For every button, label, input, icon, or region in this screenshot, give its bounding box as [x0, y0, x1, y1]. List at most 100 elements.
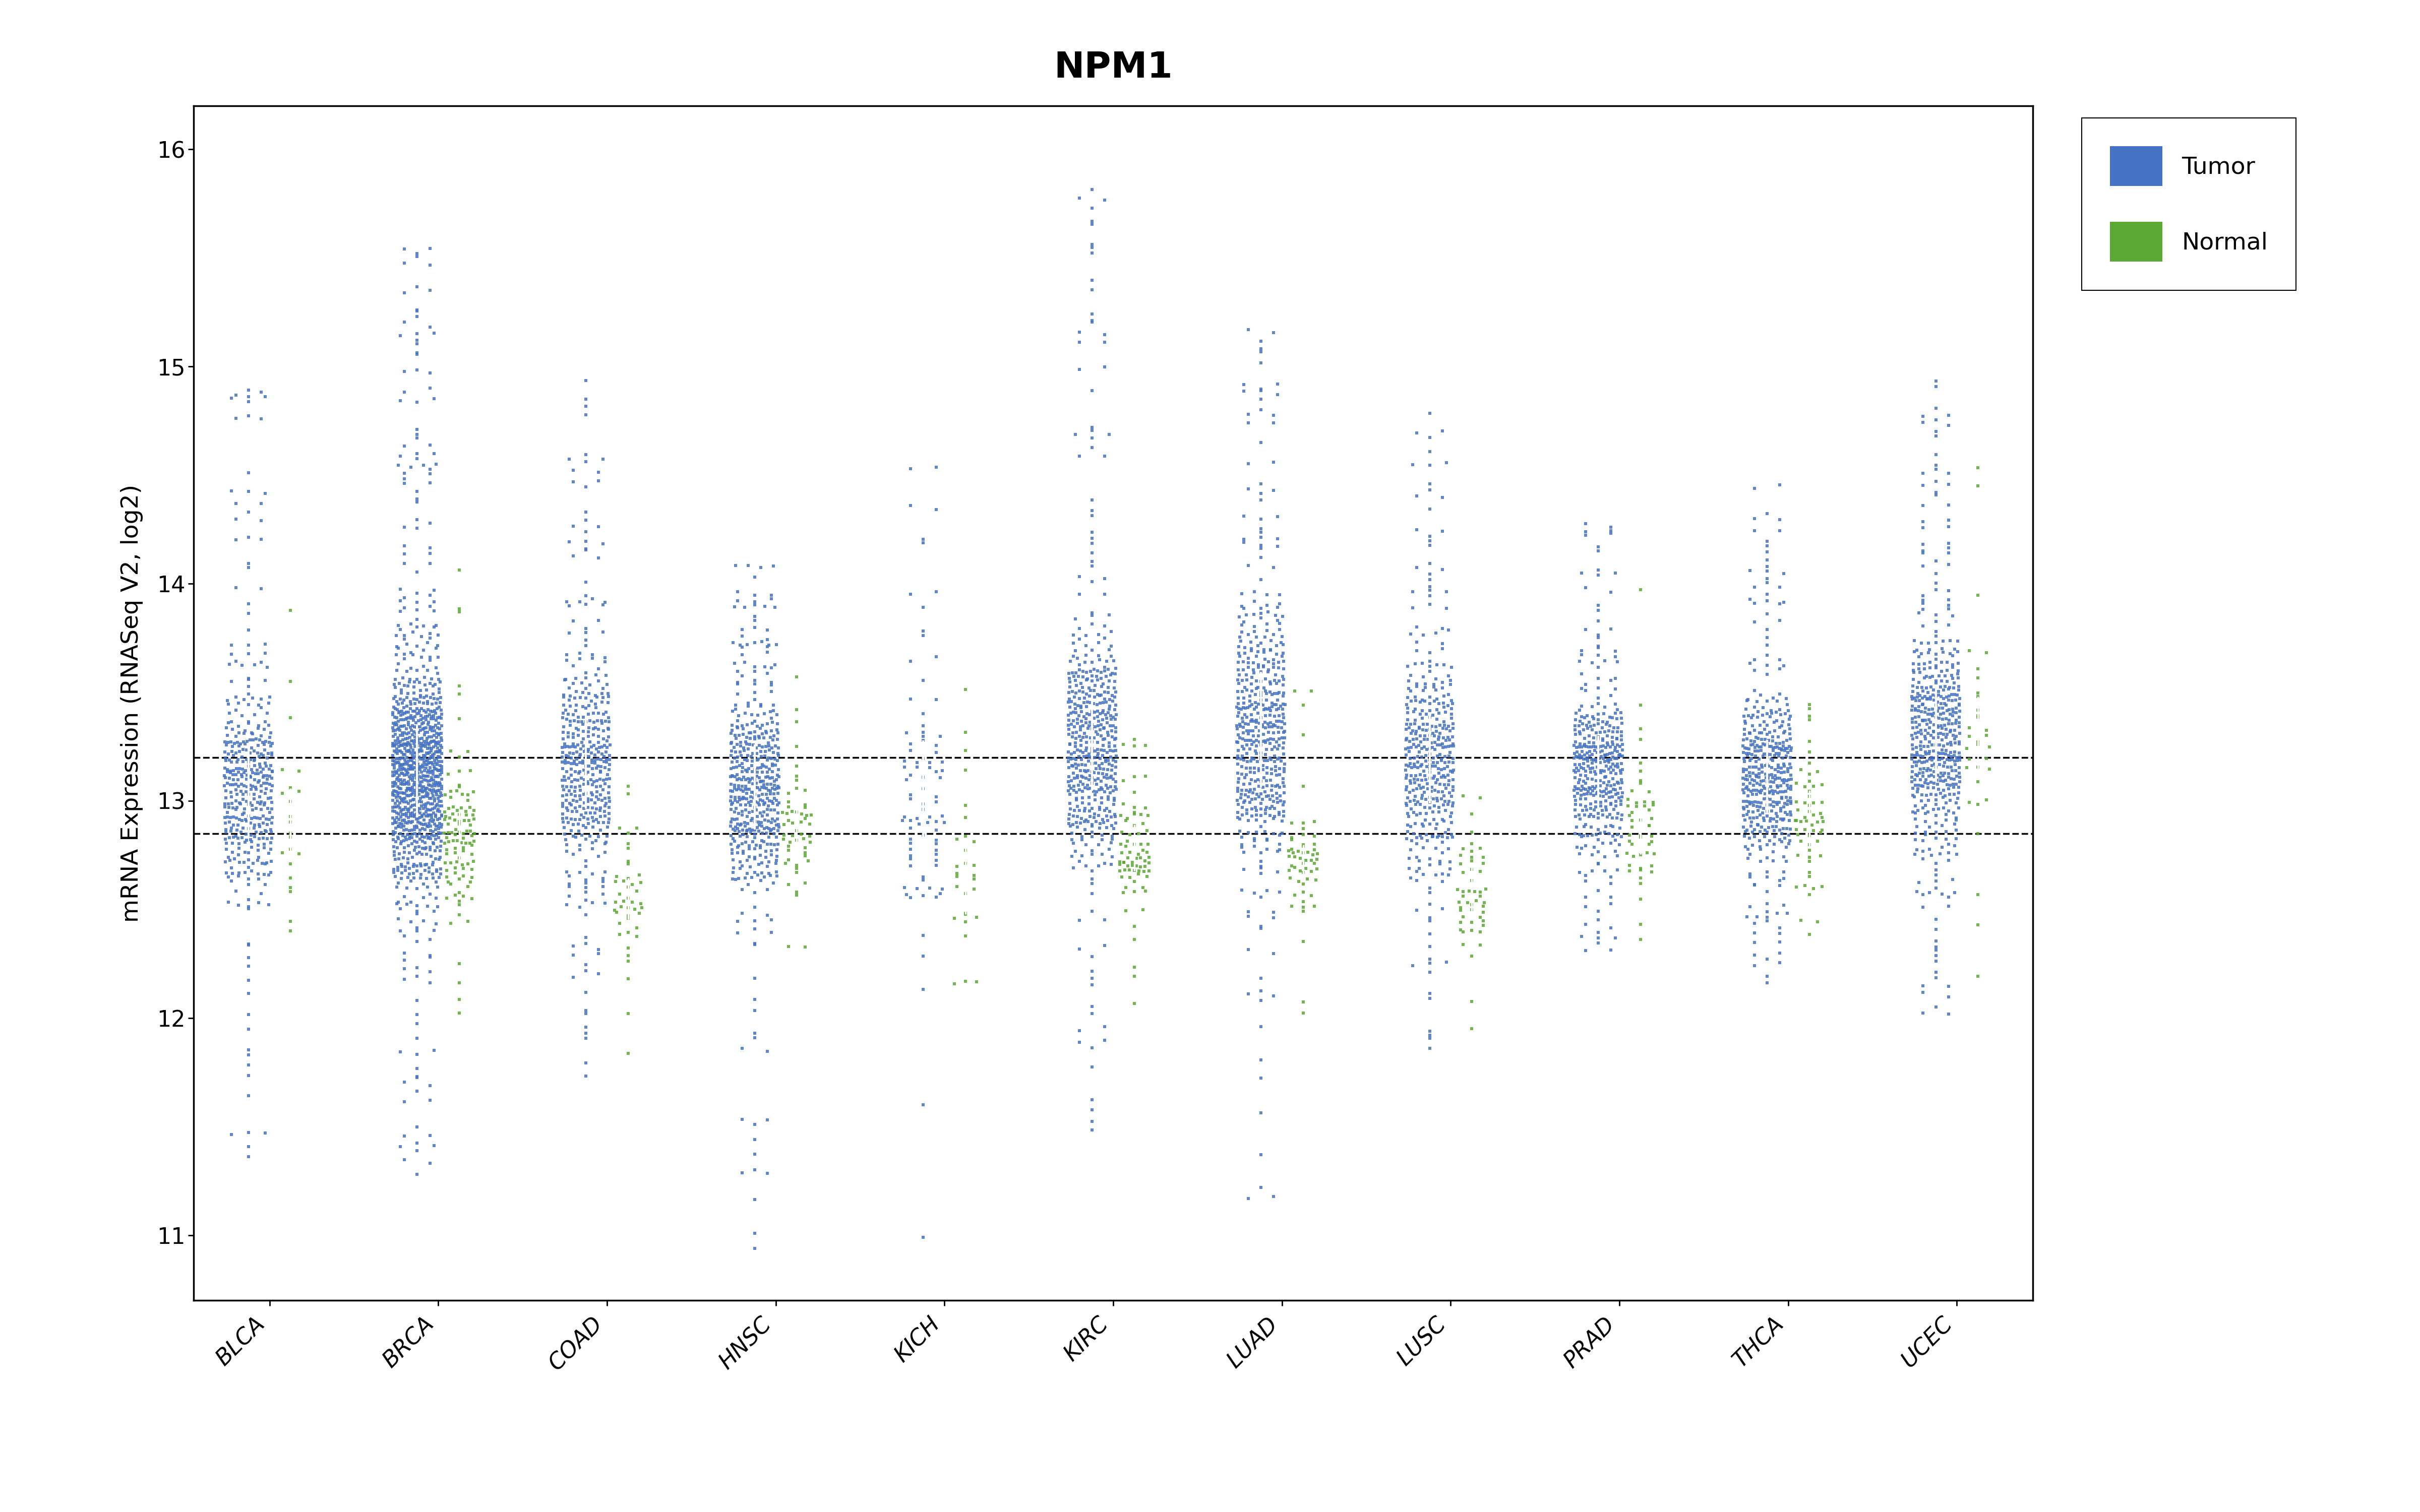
Point	[886, 804, 924, 829]
Point	[1067, 744, 1106, 768]
Point	[1413, 824, 1452, 848]
Point	[1740, 762, 1779, 786]
Point	[411, 692, 450, 717]
Point	[399, 779, 438, 803]
Point	[1089, 668, 1128, 692]
Point	[917, 733, 956, 758]
Point	[1089, 603, 1128, 627]
Point	[1077, 783, 1116, 807]
Point	[407, 797, 445, 821]
Point	[1072, 520, 1111, 544]
Point	[1120, 854, 1159, 878]
Point	[755, 733, 794, 758]
Point	[1563, 756, 1602, 780]
Point	[235, 739, 273, 764]
Point	[1411, 659, 1450, 683]
Point	[240, 751, 278, 776]
Point	[1229, 650, 1268, 674]
Point	[252, 786, 290, 810]
Point	[1902, 783, 1941, 807]
Point	[1406, 676, 1445, 700]
Point	[750, 726, 789, 750]
Point	[1418, 780, 1457, 804]
Point	[1764, 807, 1803, 832]
Point	[378, 747, 416, 771]
Point	[249, 812, 288, 836]
Point	[1917, 995, 1955, 1019]
Point	[1065, 797, 1104, 821]
Point	[223, 758, 261, 782]
Point	[741, 801, 779, 826]
Point	[1263, 720, 1302, 744]
Point	[1592, 617, 1631, 641]
Point	[552, 807, 590, 832]
Point	[387, 762, 426, 786]
Point	[733, 806, 772, 830]
Point	[1912, 733, 1951, 758]
Point	[736, 1158, 774, 1182]
Point	[249, 726, 288, 750]
Point	[380, 847, 419, 871]
Point	[380, 776, 419, 800]
Point	[230, 968, 269, 992]
Point	[1764, 771, 1803, 795]
Point	[378, 697, 416, 721]
Point	[1227, 762, 1266, 786]
Point	[1803, 818, 1842, 842]
Point	[385, 836, 424, 860]
Point	[206, 730, 244, 754]
Point	[402, 624, 440, 649]
Point	[1087, 851, 1125, 875]
Point	[1742, 770, 1781, 794]
Point	[1917, 863, 1955, 888]
Point	[1060, 759, 1099, 783]
Point	[385, 360, 424, 384]
Point	[1747, 653, 1786, 677]
Point	[724, 854, 762, 878]
Point	[1958, 685, 1996, 709]
Point	[1082, 756, 1120, 780]
Point	[421, 862, 460, 886]
Point	[719, 816, 757, 841]
Point	[1425, 809, 1464, 833]
Point	[753, 711, 791, 735]
Point	[1096, 744, 1135, 768]
Point	[411, 765, 450, 789]
Point	[1938, 662, 1977, 686]
Point	[1767, 729, 1805, 753]
Point	[743, 776, 782, 800]
Point	[1575, 835, 1614, 859]
Point	[559, 761, 598, 785]
Point	[1087, 1028, 1125, 1052]
Point	[397, 340, 436, 364]
Point	[1728, 727, 1767, 751]
Point	[1561, 792, 1600, 816]
Point	[1411, 575, 1450, 599]
Point	[1220, 700, 1258, 724]
Point	[1411, 791, 1450, 815]
Point	[1767, 791, 1805, 815]
Point	[392, 697, 431, 721]
Point	[1958, 913, 1996, 937]
Point	[1958, 705, 1996, 729]
Point	[1423, 637, 1462, 661]
Point	[1072, 751, 1111, 776]
Point	[1583, 727, 1621, 751]
Point	[748, 754, 786, 779]
Point	[382, 758, 421, 782]
Point	[1897, 753, 1936, 777]
Point	[373, 795, 411, 820]
Point	[414, 723, 453, 747]
Point	[750, 767, 789, 791]
Point	[1926, 750, 1965, 774]
Point	[1747, 833, 1786, 857]
Point	[728, 820, 767, 844]
Point	[1941, 745, 1980, 770]
Point	[1733, 810, 1771, 835]
Point	[1936, 724, 1975, 748]
Point	[1058, 726, 1096, 750]
Point	[1118, 847, 1157, 871]
Point	[1791, 729, 1830, 753]
Point	[1292, 848, 1331, 872]
Point	[1769, 789, 1808, 813]
